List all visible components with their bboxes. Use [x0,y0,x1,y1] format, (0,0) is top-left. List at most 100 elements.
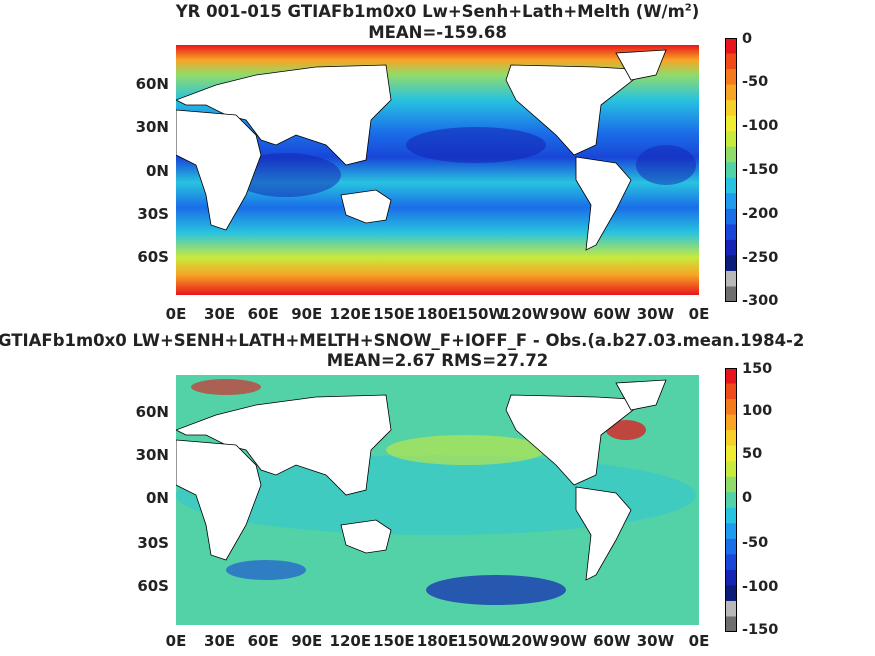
lon-label: 0E [165,305,187,323]
colorbar-segment [725,600,737,617]
panel1-cb-label-2: -100 [742,118,779,134]
panel2-land-eurasia [176,394,392,496]
panel1-lat-label-60n: 60N [135,75,169,93]
colorbar-segment [725,368,737,385]
lon-label: 120E [329,305,372,323]
colorbar-segment [725,399,737,416]
panel1-lat-label-60s: 60S [137,248,169,266]
colorbar-segment [725,239,737,256]
colorbar-segment [725,270,737,287]
colorbar-segment [725,146,737,163]
panel2-cb-label-5: -100 [742,579,779,595]
panel1-cb-label-5: -250 [742,250,779,266]
colorbar-segment [725,193,737,210]
panel2-land-australia [340,519,392,554]
panel2-land-africa [176,439,262,561]
panel2-colorbar-segments [725,368,737,632]
lon-label: 90E [291,632,323,650]
colorbar-segment [725,445,737,462]
colorbar-segment [725,585,737,602]
panel2-lat-label-30n: 30N [135,446,169,464]
lon-label: 120W [500,632,549,650]
colorbar-segment [725,461,737,478]
panel1-cb-label-6: -300 [742,293,779,309]
panel1-pacific-low [406,127,546,163]
panel2-title-line2: MEAN=2.67 RMS=27.72 [326,351,549,370]
lon-label: 60W [593,632,631,650]
lon-label: 30W [636,632,675,650]
panel2-lat-label-60n: 60N [135,403,169,421]
panel1-title-line2: MEAN=-159.68 [368,23,507,42]
lon-label: 0E [165,632,187,650]
panel2-land-greenland [615,379,667,411]
panel1-colorbar [725,38,737,302]
panel1-cb-label-0: 0 [742,31,753,47]
panel2-map [176,375,699,625]
lon-label: 150E [373,305,415,323]
lon-label: 150W [457,305,506,323]
colorbar-segment [725,84,737,101]
colorbar-segment [725,115,737,132]
colorbar-segment [725,383,737,400]
panel1-lat-label-30s: 30S [137,205,169,223]
panel2-colorbar [725,368,737,632]
panel2-cb-label-2: 50 [742,446,763,462]
panel1-cb-label-1: -50 [742,74,769,90]
lon-label: 120W [500,305,549,323]
panel2-title-line1: GTIAFb1m0x0 LW+SENH+LATH+MELTH+SNOW_F+IO… [0,331,805,350]
panel2-land-southamerica [575,486,632,581]
panel2-cb-label-6: -150 [742,622,779,638]
colorbar-segment [725,38,737,55]
lon-label: 60E [247,305,279,323]
colorbar-segment [725,492,737,509]
panel2-arctic-high [191,379,261,395]
lon-label: 0E [688,305,710,323]
lon-label: 30E [204,632,236,650]
panel1-land [176,49,667,251]
lon-label: 90W [549,305,587,323]
colorbar-segment [725,414,737,431]
panel1-map [176,45,699,295]
panel1-colorbar-segments [725,38,737,302]
lon-label: 0E [688,632,710,650]
colorbar-segment [725,286,737,302]
colorbar-segment [725,69,737,86]
colorbar-segment [725,162,737,179]
panel2-lat-label-0n: 0N [146,489,169,507]
panel1-land-australia [340,189,392,224]
lon-label: 90E [291,305,323,323]
panel1-land-africa [176,109,262,231]
colorbar-segment [725,53,737,70]
colorbar-segment [725,616,737,632]
panel1-lat-label-30n: 30N [135,118,169,136]
panel2-north-pacific-high [386,435,546,465]
lon-label: 150W [457,632,506,650]
panel2-land [176,379,667,581]
colorbar-segment [725,255,737,272]
panel2-southern-low [426,575,566,605]
panel1-cb-label-4: -200 [742,206,779,222]
lon-label: 150E [373,632,415,650]
lon-label: 120E [329,632,372,650]
panel1-title-line1: YR 001-015 GTIAFb1m0x0 Lw+Senh+Lath+Melt… [175,2,700,21]
panel1-cb-label-3: -150 [742,162,779,178]
panel1-land-eurasia [176,64,392,166]
panel1-title-superscript: 2 [684,2,692,14]
panel2-gulfstream-high [606,420,646,440]
colorbar-segment [725,208,737,225]
panel2-lat-label-30s: 30S [137,534,169,552]
panel2-cb-label-0: 150 [742,361,773,377]
panel2-lat-label-60s: 60S [137,577,169,595]
lon-label: 60W [593,305,631,323]
colorbar-segment [725,100,737,117]
lon-label: 180E [416,305,459,323]
lon-label: 60E [247,632,279,650]
panel2-land-northamerica [505,394,648,486]
colorbar-segment [725,507,737,524]
panel1-land-northamerica [505,64,648,156]
lon-label: 180E [416,632,459,650]
colorbar-segment [725,554,737,571]
colorbar-segment [725,224,737,241]
panel2-indian-south-low [226,560,306,580]
colorbar-segment [725,476,737,493]
